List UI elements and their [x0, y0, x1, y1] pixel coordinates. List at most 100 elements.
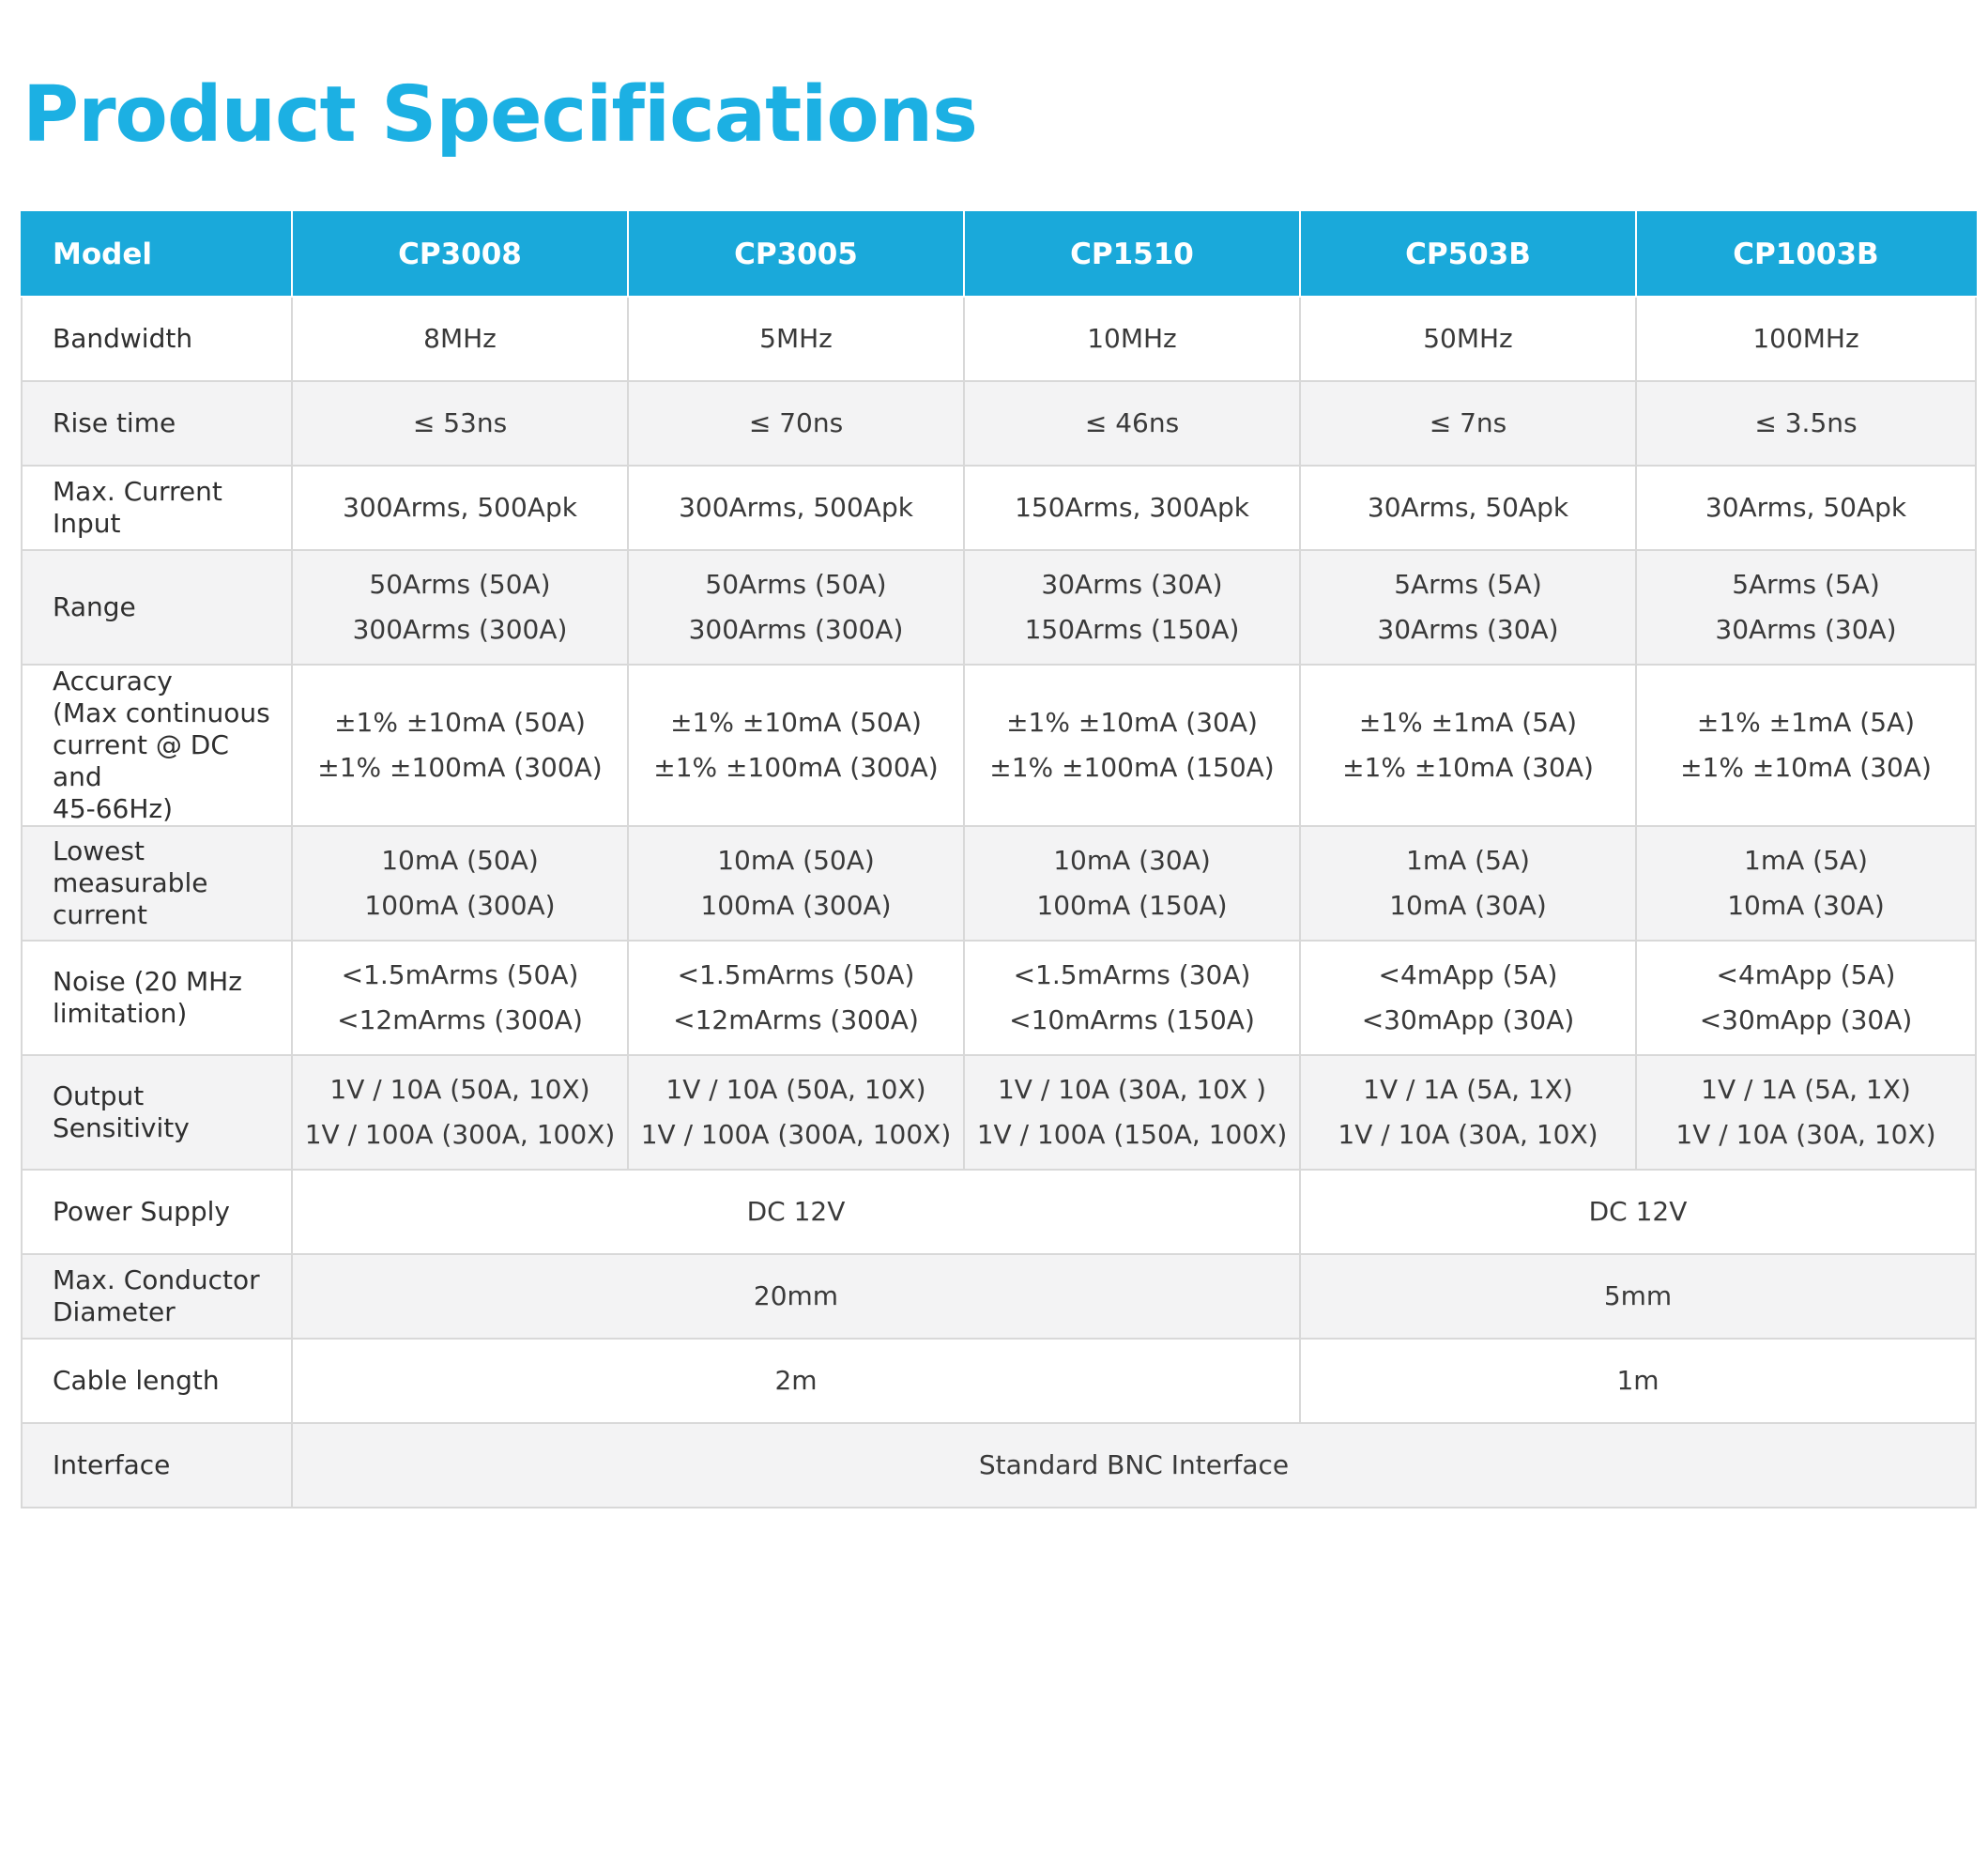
- cell-cp3008: 300Arms, 500Apk: [291, 465, 629, 551]
- cell-cp3005: <1.5mArms (50A) <12mArms (300A): [627, 940, 965, 1056]
- row-label: Interface: [21, 1422, 293, 1508]
- label-line: Diameter: [53, 1296, 176, 1327]
- row-label: Power Supply: [21, 1169, 293, 1255]
- row-label: Lowest measurable current: [21, 825, 293, 942]
- cell-line: 50Arms (50A): [705, 569, 887, 600]
- label-line: (Max continuous: [53, 697, 270, 728]
- cell-line: 50Arms (50A): [369, 569, 551, 600]
- row-noise: Noise (20 MHz limitation) <1.5mArms (50A)…: [21, 940, 1977, 1056]
- cell-cp1510: ≤ 46ns: [963, 380, 1301, 467]
- row-lowest-measurable-current: Lowest measurable current 10mA (50A) 100mA …: [21, 825, 1977, 942]
- cell-cp503b: 1V / 1A (5A, 1X) 1V / 10A (30A, 10X): [1299, 1054, 1637, 1171]
- cell-group-cp3008-cp3005-cp1510: DC 12V: [291, 1169, 1301, 1255]
- cell-cp1003b: 1mA (5A) 10mA (30A): [1635, 825, 1977, 942]
- cell-line: <1.5mArms (50A): [341, 959, 579, 990]
- cell-line: 1V / 10A (50A, 10X): [665, 1074, 926, 1105]
- cell-line: 1mA (5A): [1744, 845, 1868, 876]
- cell-line: <12mArms (300A): [337, 1004, 583, 1035]
- cell-line: <1.5mArms (30A): [1013, 959, 1251, 990]
- cell-cp1510: 150Arms, 300Apk: [963, 465, 1301, 551]
- cell-cp3008: <1.5mArms (50A) <12mArms (300A): [291, 940, 629, 1056]
- row-output-sensitivity: Output Sensitivity 1V / 10A (50A, 10X) 1V…: [21, 1054, 1977, 1171]
- row-range: Range 50Arms (50A) 300Arms (300A) 50Arms …: [21, 549, 1977, 666]
- cell-group-cp503b-cp1003b: 1m: [1299, 1338, 1977, 1424]
- cell-cp3008: 1V / 10A (50A, 10X) 1V / 100A (300A, 100X…: [291, 1054, 629, 1171]
- label-line: limitation): [53, 998, 188, 1029]
- cell-line: 300Arms (300A): [352, 614, 568, 645]
- cell-line: 10mA (30A): [1053, 845, 1211, 876]
- cell-cp3005: ±1% ±10mA (50A) ±1% ±100mA (300A): [627, 664, 965, 827]
- cell-line: 150Arms (150A): [1024, 614, 1240, 645]
- cell-cp1510: 10mA (30A) 100mA (150A): [963, 825, 1301, 942]
- cell-cp503b: 50MHz: [1299, 296, 1637, 382]
- row-interface: Interface Standard BNC Interface: [21, 1422, 1977, 1508]
- label-line: measurable: [53, 867, 208, 898]
- cell-cp3005: 5MHz: [627, 296, 965, 382]
- row-power-supply: Power Supply DC 12V DC 12V: [21, 1169, 1977, 1255]
- cell-cp1003b: 30Arms, 50Apk: [1635, 465, 1977, 551]
- cell-group-cp3008-cp3005-cp1510: 20mm: [291, 1253, 1301, 1340]
- cell-cp503b: 5Arms (5A) 30Arms (30A): [1299, 549, 1637, 666]
- cell-cp3008: 8MHz: [291, 296, 629, 382]
- cell-line: 100mA (300A): [364, 890, 556, 921]
- cell-cp503b: <4mApp (5A) <30mApp (30A): [1299, 940, 1637, 1056]
- cell-cp1510: 1V / 10A (30A, 10X ) 1V / 100A (150A, 100…: [963, 1054, 1301, 1171]
- row-rise-time: Rise time ≤ 53ns ≤ 70ns ≤ 46ns ≤ 7ns ≤ 3…: [21, 380, 1977, 467]
- cell-cp3008: 50Arms (50A) 300Arms (300A): [291, 549, 629, 666]
- cell-line: 10mA (50A): [717, 845, 875, 876]
- label-line: Lowest: [53, 835, 145, 866]
- header-row: Model CP3008 CP3005 CP1510 CP503B CP1003…: [21, 211, 1977, 298]
- cell-cp503b: 30Arms, 50Apk: [1299, 465, 1637, 551]
- cell-cp1003b: 5Arms (5A) 30Arms (30A): [1635, 549, 1977, 666]
- cell-line: 10mA (30A): [1389, 890, 1547, 921]
- label-line: Max. Conductor: [53, 1264, 260, 1295]
- row-label: Accuracy (Max continuous current @ DC and 4…: [21, 664, 293, 827]
- cell-line: 1V / 100A (300A, 100X): [640, 1119, 952, 1150]
- label-line: 45-66Hz): [53, 793, 174, 824]
- row-label: Range: [21, 549, 293, 666]
- row-label: Output Sensitivity: [21, 1054, 293, 1171]
- cell-line: 10mA (50A): [381, 845, 539, 876]
- cell-group-cp503b-cp1003b: DC 12V: [1299, 1169, 1977, 1255]
- cell-line: 1V / 1A (5A, 1X): [1701, 1074, 1911, 1105]
- cell-line: ±1% ±100mA (150A): [989, 752, 1275, 783]
- cell-cp1510: 30Arms (30A) 150Arms (150A): [963, 549, 1301, 666]
- row-label: Rise time: [21, 380, 293, 467]
- cell-cp3005: 300Arms, 500Apk: [627, 465, 965, 551]
- cell-cp3005: 50Arms (50A) 300Arms (300A): [627, 549, 965, 666]
- label-line: Accuracy: [53, 666, 173, 697]
- cell-line: 1V / 100A (300A, 100X): [304, 1119, 616, 1150]
- cell-line: 1V / 1A (5A, 1X): [1363, 1074, 1573, 1105]
- cell-line: ±1% ±10mA (30A): [1342, 752, 1594, 783]
- row-label: Noise (20 MHz limitation): [21, 940, 293, 1056]
- cell-line: ±1% ±10mA (30A): [1006, 707, 1258, 738]
- header-model-cp3008: CP3008: [291, 211, 629, 298]
- cell-group-cp503b-cp1003b: 5mm: [1299, 1253, 1977, 1340]
- cell-line: 10mA (30A): [1727, 890, 1885, 921]
- cell-cp503b: ≤ 7ns: [1299, 380, 1637, 467]
- cell-line: 1V / 100A (150A, 100X): [976, 1119, 1288, 1150]
- row-label: Max. Current Input: [21, 465, 293, 551]
- cell-line: ±1% ±1mA (5A): [1358, 707, 1578, 738]
- specifications-table: Model CP3008 CP3005 CP1510 CP503B CP1003…: [21, 211, 1977, 1508]
- cell-line: ±1% ±100mA (300A): [317, 752, 603, 783]
- cell-cp503b: 1mA (5A) 10mA (30A): [1299, 825, 1637, 942]
- page-title: Product Specifications: [23, 70, 978, 160]
- cell-line: 1V / 10A (30A, 10X): [1675, 1119, 1936, 1150]
- header-model-cp1510: CP1510: [963, 211, 1301, 298]
- cell-line: 5Arms (5A): [1394, 569, 1542, 600]
- row-label: Max. Conductor Diameter: [21, 1253, 293, 1340]
- cell-cp1510: ±1% ±10mA (30A) ±1% ±100mA (150A): [963, 664, 1301, 827]
- cell-line: <30mApp (30A): [1361, 1004, 1575, 1035]
- label-line: current: [53, 899, 148, 930]
- label-line: Noise (20 MHz: [53, 966, 242, 997]
- cell-line: <30mApp (30A): [1699, 1004, 1913, 1035]
- cell-line: <10mArms (150A): [1009, 1004, 1255, 1035]
- cell-all-models: Standard BNC Interface: [291, 1422, 1977, 1508]
- cell-cp3008: ±1% ±10mA (50A) ±1% ±100mA (300A): [291, 664, 629, 827]
- cell-line: 300Arms (300A): [688, 614, 904, 645]
- row-bandwidth: Bandwidth 8MHz 5MHz 10MHz 50MHz 100MHz: [21, 296, 1977, 382]
- cell-line: ±1% ±10mA (30A): [1680, 752, 1932, 783]
- cell-cp3008: ≤ 53ns: [291, 380, 629, 467]
- cell-line: <4mApp (5A): [1716, 959, 1896, 990]
